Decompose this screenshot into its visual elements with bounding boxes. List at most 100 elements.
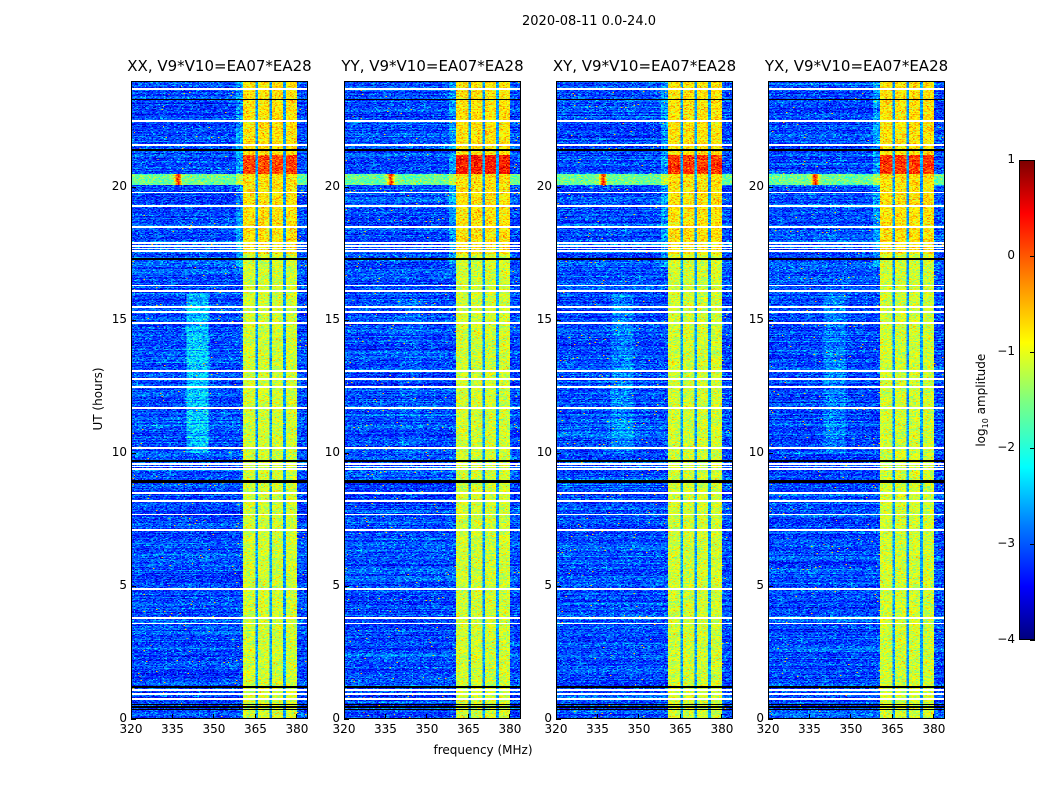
y-tick (556, 186, 561, 188)
x-tick-label: 350 (415, 722, 439, 736)
y-tick (344, 186, 349, 188)
x-tick-label: 380 (498, 722, 522, 736)
x-tick-label: 320 (544, 722, 568, 736)
panel-title: XY, V9*V10=EA07*EA28 (552, 57, 737, 75)
y-axis-label: UT (hours) (91, 367, 105, 431)
x-tick-label: 335 (586, 722, 609, 736)
colorbar-tick-label: −2 (997, 440, 1015, 454)
x-tick (679, 714, 681, 719)
colorbar-tick (1030, 447, 1035, 449)
y-tick (768, 319, 773, 321)
y-tick (131, 585, 136, 587)
colorbar-tick (1030, 255, 1035, 257)
x-tick (130, 714, 132, 719)
colorbar-label-prefix: log (973, 428, 988, 447)
x-tick-label: 335 (374, 722, 397, 736)
heatmap-image (344, 81, 521, 719)
y-tick-label: 10 (111, 445, 127, 460)
x-tick (343, 714, 345, 719)
x-tick-label: 350 (627, 722, 651, 736)
x-tick (254, 714, 256, 719)
figure-title: 2020-08-11 0.0-24.0 (522, 14, 656, 29)
y-tick (556, 718, 561, 720)
x-tick-label: 365 (244, 722, 267, 736)
x-tick-label: 350 (202, 722, 226, 736)
colorbar-tick (1030, 159, 1035, 161)
x-tick-label: 365 (457, 722, 480, 736)
x-tick (171, 714, 173, 719)
x-axis-label: frequency (MHz) (433, 743, 533, 757)
x-tick-label: 380 (285, 722, 309, 736)
x-tick-label: 380 (710, 722, 734, 736)
colorbar-tick-label: 1 (1007, 152, 1015, 166)
y-tick-label: 20 (536, 179, 552, 194)
x-tick-label: 365 (881, 722, 904, 736)
x-tick-label: 335 (161, 722, 184, 736)
y-tick (344, 319, 349, 321)
y-tick-label: 0 (544, 711, 552, 725)
colorbar-tick-label: −3 (997, 536, 1015, 550)
panel-title: YY, V9*V10=EA07*EA28 (341, 57, 524, 75)
colorbar (1019, 160, 1035, 640)
y-tick-label: 20 (111, 179, 127, 194)
heatmap-image (131, 81, 308, 719)
y-tick (768, 718, 773, 720)
y-tick-label: 10 (748, 445, 764, 460)
x-tick (767, 714, 769, 719)
y-tick (556, 452, 561, 454)
y-tick (344, 585, 349, 587)
colorbar-tick-label: −1 (997, 344, 1015, 358)
spectrogram-panel-3: XY, V9*V10=EA07*EA28 320 335 350 365 380 0 5 10 1… (537, 57, 736, 736)
y-tick-label: 10 (324, 445, 340, 460)
y-tick (131, 319, 136, 321)
colorbar-tick-label: −4 (997, 632, 1015, 646)
x-tick-label: 335 (798, 722, 821, 736)
y-tick-label: 15 (324, 312, 340, 327)
y-tick (768, 186, 773, 188)
x-tick (467, 714, 469, 719)
colorbar-label-suffix: amplitude (973, 353, 988, 419)
x-tick (638, 714, 640, 719)
x-tick (426, 714, 428, 719)
colorbar-label-sub: 10 (981, 418, 991, 429)
y-tick-label: 0 (119, 711, 127, 725)
heatmap-image (556, 81, 733, 719)
y-tick (131, 186, 136, 188)
colorbar-tick-label: 0 (1007, 248, 1015, 262)
x-tick (933, 714, 935, 719)
y-tick (344, 452, 349, 454)
y-tick-label: 0 (332, 711, 340, 725)
x-tick-label: 350 (839, 722, 863, 736)
y-tick-label: 20 (748, 179, 764, 194)
x-tick (213, 714, 215, 719)
panel-title: YX, V9*V10=EA07*EA28 (764, 57, 949, 75)
x-tick (891, 714, 893, 719)
x-tick (384, 714, 386, 719)
x-tick-label: 320 (332, 722, 356, 736)
y-tick (131, 452, 136, 454)
y-tick-label: 15 (748, 312, 764, 327)
y-tick (768, 585, 773, 587)
panel-title: XX, V9*V10=EA07*EA28 (127, 57, 312, 75)
x-tick (596, 714, 598, 719)
heatmap-image (768, 81, 945, 719)
y-tick-label: 15 (536, 312, 552, 327)
y-tick-label: 5 (332, 578, 340, 593)
x-tick-label: 380 (922, 722, 946, 736)
x-tick-label: 365 (669, 722, 692, 736)
x-tick (296, 714, 298, 719)
x-tick (721, 714, 723, 719)
x-tick-label: 320 (119, 722, 143, 736)
x-tick (808, 714, 810, 719)
y-tick-label: 5 (544, 578, 552, 593)
y-tick-label: 5 (119, 578, 127, 593)
y-tick-label: 15 (111, 312, 127, 327)
colorbar-tick (1030, 543, 1035, 545)
colorbar-tick (1030, 639, 1035, 641)
colorbar-tick (1030, 351, 1035, 353)
x-tick (555, 714, 557, 719)
y-tick-label: 5 (756, 578, 764, 593)
y-tick-label: 10 (536, 445, 552, 460)
spectrogram-panel-4: YX, V9*V10=EA07*EA28 320 335 350 365 380 0 5 10 1… (749, 57, 948, 736)
